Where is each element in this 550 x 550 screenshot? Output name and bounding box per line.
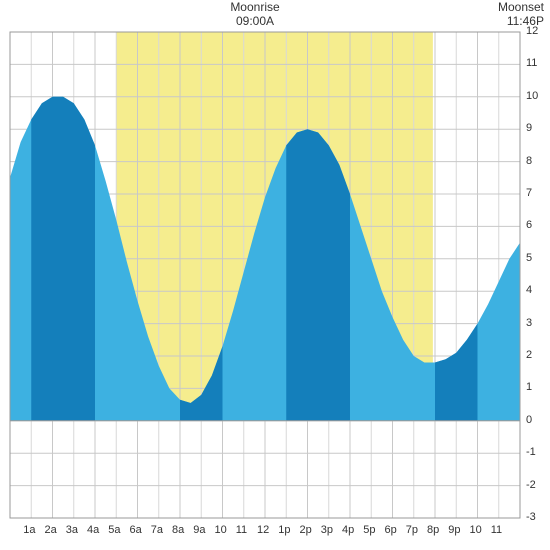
x-tick-label: 11 bbox=[491, 524, 502, 536]
x-tick-label: 10 bbox=[470, 524, 482, 536]
x-tick-label: 3p bbox=[321, 524, 333, 536]
y-tick-label: -3 bbox=[526, 511, 536, 523]
x-tick-label: 9p bbox=[448, 524, 460, 536]
x-tick-label: 1a bbox=[23, 524, 35, 536]
moonrise-time: 09:00A bbox=[195, 14, 315, 28]
y-tick-label: 7 bbox=[526, 187, 532, 199]
x-tick-label: 9a bbox=[193, 524, 205, 536]
y-tick-label: 5 bbox=[526, 252, 532, 264]
y-tick-label: -2 bbox=[526, 479, 536, 491]
x-tick-label: 5p bbox=[363, 524, 375, 536]
x-tick-label: 11 bbox=[236, 524, 247, 536]
tide-chart bbox=[0, 0, 550, 550]
y-tick-label: 10 bbox=[526, 90, 538, 102]
x-tick-label: 7p bbox=[406, 524, 418, 536]
x-tick-label: 2p bbox=[300, 524, 312, 536]
moonset-block: Moonset 11:46P bbox=[464, 0, 544, 28]
x-tick-label: 4a bbox=[87, 524, 99, 536]
x-tick-label: 3a bbox=[66, 524, 78, 536]
x-tick-label: 10 bbox=[215, 524, 227, 536]
x-tick-label: 12 bbox=[257, 524, 269, 536]
x-tick-label: 2a bbox=[45, 524, 57, 536]
x-tick-label: 6a bbox=[130, 524, 142, 536]
x-tick-label: 1p bbox=[278, 524, 290, 536]
tide-chart-container: Moonrise 09:00A Moonset 11:46P 121110987… bbox=[0, 0, 550, 550]
x-tick-label: 4p bbox=[342, 524, 354, 536]
x-tick-label: 7a bbox=[151, 524, 163, 536]
y-tick-label: 9 bbox=[526, 122, 532, 134]
moonrise-block: Moonrise 09:00A bbox=[195, 0, 315, 28]
x-tick-label: 8a bbox=[172, 524, 184, 536]
y-tick-label: 11 bbox=[526, 57, 537, 69]
x-tick-label: 5a bbox=[108, 524, 120, 536]
x-tick-label: 8p bbox=[427, 524, 439, 536]
y-tick-label: -1 bbox=[526, 446, 536, 458]
y-tick-label: 12 bbox=[526, 25, 538, 37]
y-tick-label: 6 bbox=[526, 219, 532, 231]
y-tick-label: 4 bbox=[526, 284, 532, 296]
y-tick-label: 8 bbox=[526, 155, 532, 167]
tide-area-dark bbox=[31, 97, 95, 421]
tide-area-dark bbox=[286, 129, 350, 421]
moonrise-label: Moonrise bbox=[195, 0, 315, 14]
y-tick-label: 2 bbox=[526, 349, 532, 361]
y-tick-label: 0 bbox=[526, 414, 532, 426]
x-tick-label: 6p bbox=[385, 524, 397, 536]
y-tick-label: 1 bbox=[526, 381, 532, 393]
moonset-label: Moonset bbox=[464, 0, 544, 14]
y-tick-label: 3 bbox=[526, 317, 532, 329]
